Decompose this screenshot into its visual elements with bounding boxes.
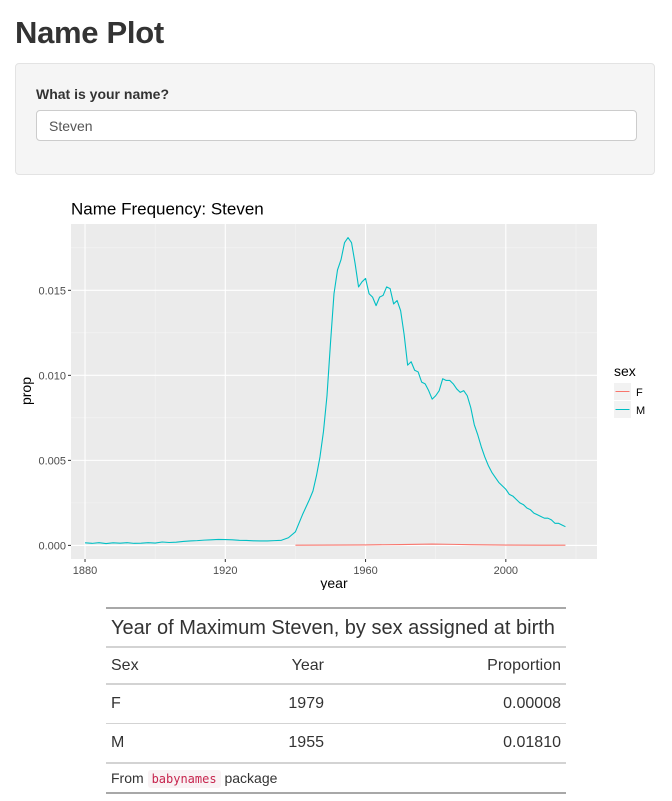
x-tick-label: 1920 [213, 565, 237, 577]
source-prefix: From [111, 770, 144, 786]
cell-sex: M [111, 734, 125, 751]
table-title: Year of Maximum Steven, by sex assigned … [106, 609, 566, 648]
table-row: F 1979 0.00008 [106, 685, 566, 724]
page-title: Name Plot [15, 15, 164, 50]
legend-label-f: F [636, 387, 643, 399]
source-package-code: babynames [147, 770, 221, 788]
x-tick-label: 2000 [494, 565, 518, 577]
column-header-sex: Sex [111, 657, 139, 674]
legend-title: sex [614, 363, 636, 379]
table-row: M 1955 0.01810 [106, 724, 566, 764]
table-header: Sex Year Proportion [106, 648, 566, 685]
y-tick-label: 0.000 [38, 540, 66, 552]
minor-gridlines [71, 224, 597, 559]
series-line-m [84, 237, 566, 545]
y-axis-label: prop [18, 377, 34, 405]
x-axis-label: year [320, 575, 348, 590]
series-layer [84, 237, 566, 546]
cell-proportion: 0.00008 [503, 695, 561, 712]
name-frequency-chart: Name Frequency: Steven 1880 1920 1960 2000 0… [18, 200, 645, 591]
y-tick-label: 0.015 [38, 285, 66, 297]
legend: sex F M [614, 363, 645, 418]
cell-year: 1979 [288, 695, 324, 712]
plot-panel [71, 224, 597, 559]
column-header-proportion: Proportion [487, 657, 561, 674]
cell-year: 1955 [288, 734, 324, 751]
input-panel: What is your name? [15, 63, 655, 175]
cell-proportion: 0.01810 [503, 734, 561, 751]
y-tick-label: 0.010 [38, 370, 66, 382]
axes: 1880 1920 1960 2000 0.000 0.005 0.010 0.015 [38, 285, 518, 577]
x-tick-label: 1960 [353, 565, 377, 577]
table-source-note: From babynames package [106, 764, 566, 792]
x-tick-label: 1880 [73, 565, 97, 577]
name-input-label: What is your name? [36, 86, 170, 102]
column-header-year: Year [291, 657, 324, 674]
max-year-table: Year of Maximum Steven, by sex assigned … [106, 607, 566, 794]
y-tick-label: 0.005 [38, 455, 66, 467]
name-input[interactable] [36, 110, 637, 141]
legend-label-m: M [636, 405, 645, 417]
cell-sex: F [111, 695, 121, 712]
chart-title: Name Frequency: Steven [71, 200, 264, 219]
source-suffix: package [224, 770, 278, 786]
series-line-f [295, 543, 566, 546]
